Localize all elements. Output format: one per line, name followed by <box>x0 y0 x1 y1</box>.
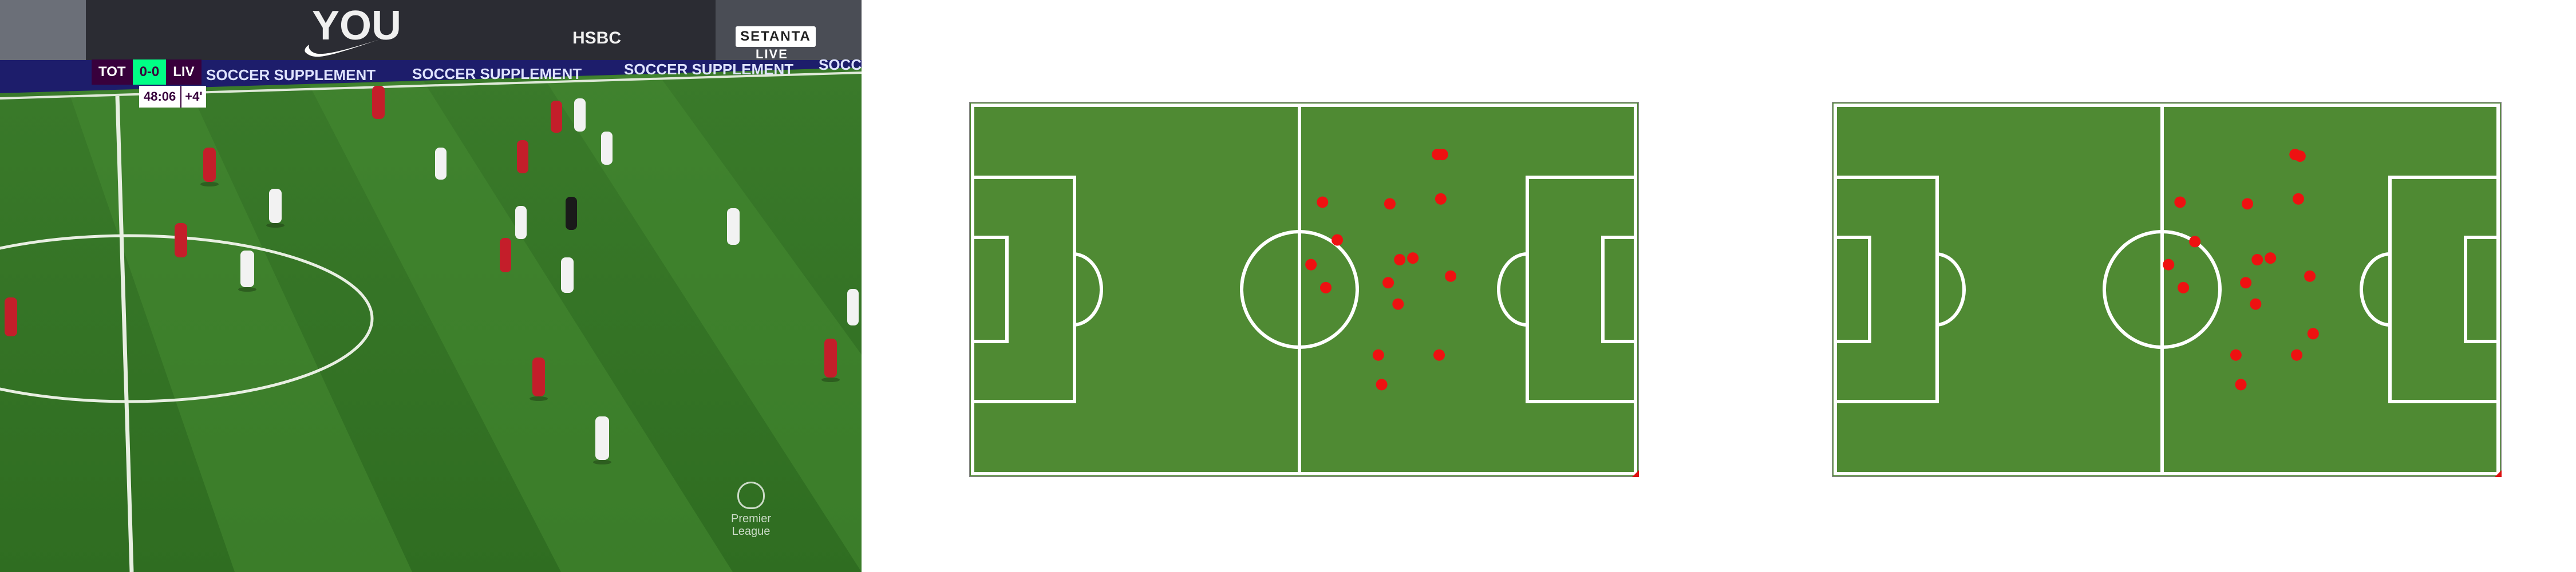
home-team: TOT <box>92 59 133 85</box>
ad-board-text: SOCCER SUPPLEMENT <box>412 65 582 82</box>
player-marker <box>2291 349 2303 361</box>
player-marker <box>2163 259 2175 271</box>
referee <box>566 197 577 230</box>
added-time: +4' <box>180 86 206 108</box>
broadcast-frame: YOU HSBC SOCCER SUPPLEMENT SOCCER SUPPLE… <box>0 0 862 572</box>
pitch-surface <box>1832 102 2502 477</box>
player-marker <box>1435 193 1447 205</box>
player-marker <box>1376 379 1388 391</box>
player-marker <box>1445 270 1457 282</box>
left-penalty-arc <box>1072 252 1103 327</box>
player-marker <box>2235 379 2247 391</box>
match-clock: 48:06 +4' <box>139 86 206 108</box>
scoreboard: TOT 0-0 LIV <box>92 59 202 85</box>
corner-flag <box>1632 470 1639 477</box>
player-marker <box>1305 259 1317 271</box>
player-marker <box>1382 277 1394 289</box>
player-marker <box>2251 254 2263 266</box>
swoosh-logo <box>305 39 381 57</box>
match-time: 48:06 <box>139 86 181 108</box>
player-markers <box>2163 149 2319 391</box>
player-marker <box>2230 349 2242 361</box>
player-markers <box>1305 149 1457 391</box>
stand-ad-text: YOU <box>312 3 402 49</box>
player-marker <box>1317 196 1329 208</box>
left-goal-box <box>971 236 1009 343</box>
live-indicator: LIVE <box>756 47 788 61</box>
right-goal-box <box>2464 236 2500 343</box>
player-marker <box>1407 252 1419 264</box>
score: 0-0 <box>132 59 167 85</box>
centre-circle <box>1240 230 1359 349</box>
ad-board-text: SOCCER SUPPLEMENT <box>206 66 376 84</box>
player-marker <box>2250 298 2262 310</box>
centre-circle <box>2103 230 2222 349</box>
player-marker <box>2265 252 2277 264</box>
player-marker <box>1384 198 1396 210</box>
player-marker <box>2174 196 2186 208</box>
player-marker <box>2240 277 2252 289</box>
premier-league-watermark: Premier League <box>722 482 780 538</box>
players-red <box>5 86 837 396</box>
broadcast-scene <box>0 0 862 572</box>
pitch-diagram-1 <box>969 102 1639 477</box>
player-marker <box>2242 198 2254 210</box>
player-marker <box>1320 281 1332 293</box>
players-white <box>240 98 859 460</box>
halfway-line <box>115 96 134 572</box>
hsbc-logo-text: HSBC <box>572 29 622 47</box>
ad-board-text: SOCCER SUPPLEMENT <box>819 56 862 73</box>
player-marker <box>2304 270 2316 282</box>
player-marker <box>1372 349 1384 361</box>
pitch-markings <box>1832 102 2502 477</box>
corner-flag <box>2495 470 2502 477</box>
player-marker <box>2307 328 2319 340</box>
right-goal-box <box>1601 236 1637 343</box>
lion-icon <box>737 482 765 509</box>
player-marker <box>2189 236 2201 248</box>
pitch-diagram-2 <box>1832 102 2502 477</box>
player-marker <box>2289 149 2301 161</box>
player-marker <box>2178 281 2190 293</box>
player-marker <box>1433 349 1445 361</box>
left-penalty-arc <box>1935 252 1966 327</box>
pitch-markings <box>969 102 1639 477</box>
right-penalty-arc <box>2360 252 2391 327</box>
player-marker <box>1332 234 1344 246</box>
pitch-surface <box>969 102 1639 477</box>
right-penalty-arc <box>1497 252 1528 327</box>
broadcaster-logo: SETANTA <box>736 26 816 47</box>
away-team: LIV <box>166 59 202 85</box>
player-marker <box>1392 298 1404 310</box>
left-goal-box <box>1834 236 1871 343</box>
centre-circle <box>0 234 374 403</box>
ad-board-text: SOCCER SUPPLEMENT <box>624 61 794 78</box>
player-marker <box>2292 193 2304 205</box>
player-marker <box>1432 149 1444 161</box>
player-marker <box>1394 254 1406 266</box>
